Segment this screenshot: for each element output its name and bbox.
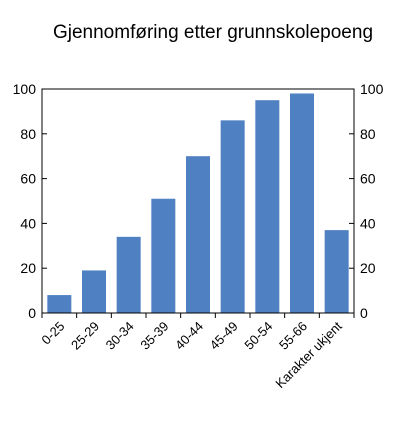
x-tick-label: 40-44 [172, 319, 206, 353]
x-tick-label: 50-54 [241, 319, 275, 353]
bar-45-49 [220, 120, 245, 313]
x-tick-label: 35-39 [137, 319, 171, 353]
y-tick-label-left: 100 [13, 81, 37, 97]
x-axis: 0-25 25-29 30-34 35-39 40-44 45-49 50-54 55-66K… [38, 313, 355, 391]
bar-40-44 [186, 156, 210, 313]
axes [41, 88, 355, 314]
bar-karakter-ukjent [324, 230, 349, 313]
bars [47, 93, 349, 313]
bar-0-25 [47, 295, 72, 313]
x-tick-label: 30-34 [103, 319, 137, 353]
bar-35-39 [151, 198, 176, 313]
y-axis-left: 0 20 40 60 80 100 [13, 81, 47, 321]
bar-30-34 [116, 236, 141, 313]
plot-frame [41, 88, 355, 314]
y-tick-label-right: 0 [360, 305, 368, 321]
x-tick-label: 25-29 [68, 319, 102, 353]
y-tick-label-right: 40 [360, 215, 376, 231]
bar-55-66 [290, 93, 314, 313]
y-tick-label-right: 80 [360, 126, 376, 142]
y-tick-label-left: 60 [20, 171, 36, 187]
y-tick-label-left: 80 [20, 126, 36, 142]
y-tick-label-left: 0 [28, 305, 36, 321]
y-tick-label-right: 60 [360, 171, 376, 187]
bar-50-54 [255, 100, 280, 313]
y-axis-right: 0 20 40 60 80 100 [349, 81, 384, 321]
y-tick-label-right: 100 [360, 81, 384, 97]
y-tick-label-left: 40 [20, 215, 36, 231]
x-tick-label: 0-25 [38, 319, 67, 348]
y-tick-label-right: 20 [360, 260, 376, 276]
chart-title: Gjennomføring etter grunnskolepoeng [53, 22, 373, 43]
y-tick-label-left: 20 [20, 260, 36, 276]
bar-25-29 [82, 270, 106, 313]
x-tick-label: 45-49 [207, 319, 241, 353]
